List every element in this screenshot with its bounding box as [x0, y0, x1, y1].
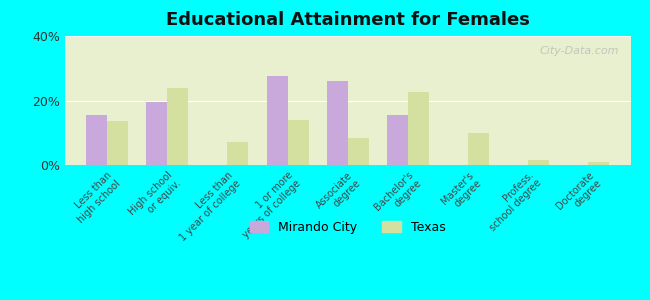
Bar: [327, 81, 348, 165]
Bar: [348, 138, 369, 165]
Bar: [146, 102, 167, 165]
Bar: [408, 92, 429, 165]
Bar: [167, 88, 188, 165]
Bar: [287, 120, 309, 165]
Bar: [86, 115, 107, 165]
Title: Educational Attainment for Females: Educational Attainment for Females: [166, 11, 530, 29]
Bar: [387, 115, 408, 165]
Bar: [227, 142, 248, 165]
Text: City-Data.com: City-Data.com: [540, 46, 619, 56]
Bar: [107, 122, 128, 165]
Bar: [588, 162, 610, 165]
Legend: Mirando City, Texas: Mirando City, Texas: [244, 216, 451, 239]
Bar: [266, 76, 287, 165]
Bar: [528, 160, 549, 165]
Bar: [468, 133, 489, 165]
